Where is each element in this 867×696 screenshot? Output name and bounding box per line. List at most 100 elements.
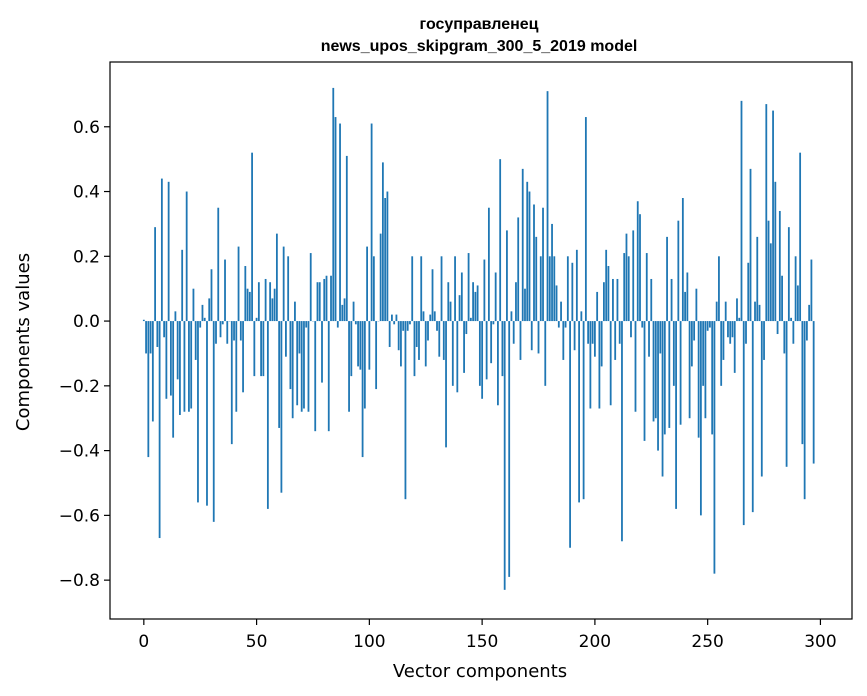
bar [386, 191, 389, 322]
bar [185, 191, 188, 322]
bar [154, 227, 156, 322]
bar [275, 233, 278, 322]
bar [291, 321, 294, 419]
bar [149, 321, 152, 354]
bar [519, 321, 522, 360]
bar [584, 117, 587, 322]
bar [361, 321, 364, 458]
bar [176, 321, 179, 380]
bar [375, 321, 378, 390]
bar [179, 321, 181, 415]
bar [693, 321, 696, 341]
bar [614, 321, 617, 360]
bar [172, 321, 175, 438]
bar [483, 259, 486, 322]
bar [237, 246, 240, 322]
bar [645, 253, 648, 322]
bar [555, 285, 558, 322]
bar [650, 278, 653, 322]
bar [208, 298, 211, 322]
bar [334, 117, 337, 322]
bar [332, 87, 335, 322]
bar [160, 178, 163, 322]
bar [244, 266, 247, 322]
bar [618, 321, 621, 344]
bar [451, 321, 454, 386]
bar [424, 321, 427, 367]
bar [557, 321, 560, 328]
bar [731, 321, 734, 338]
bar [442, 321, 445, 360]
chart-title-line2: news_upos_skipgram_300_5_2019 model [321, 38, 638, 55]
bar [530, 321, 533, 351]
bar [269, 282, 272, 322]
bar [429, 314, 432, 322]
bar [454, 256, 456, 322]
bar [711, 321, 714, 435]
bar [562, 321, 565, 360]
bar [418, 321, 420, 360]
y-axis: −0.8 −0.6 −0.4 −0.2 0.0 0.2 0.4 0.6 [59, 118, 110, 591]
bar [695, 288, 698, 322]
bar [158, 321, 161, 539]
bar [589, 321, 592, 409]
x-axis: 0 50 100 150 200 250 300 [138, 619, 837, 652]
bar [436, 321, 438, 331]
bar [433, 311, 436, 322]
bar [219, 321, 222, 338]
x-tick-label: 300 [804, 632, 836, 652]
bar [402, 321, 405, 331]
bar [287, 256, 290, 322]
bar [142, 319, 145, 322]
bar [790, 317, 792, 322]
bar [508, 321, 511, 577]
bar [221, 321, 224, 325]
bar [544, 321, 547, 386]
bar [192, 288, 195, 322]
bar [330, 275, 332, 322]
bar [188, 321, 190, 412]
bar [233, 321, 235, 341]
bar [467, 253, 470, 322]
bar [548, 256, 551, 322]
bar [616, 278, 619, 322]
bar [257, 282, 260, 322]
bar [463, 321, 465, 373]
bar [718, 256, 720, 322]
bar [167, 181, 170, 322]
bar [413, 321, 416, 377]
bar [165, 321, 168, 399]
bar [359, 321, 362, 370]
bar [605, 249, 608, 322]
bar [796, 285, 799, 322]
bar [709, 321, 711, 328]
bar [560, 301, 562, 322]
bar [740, 100, 743, 322]
bar [652, 321, 655, 422]
bar [354, 321, 357, 325]
bar [715, 301, 718, 322]
bar [569, 321, 571, 548]
bar [339, 123, 341, 322]
bar [460, 272, 463, 322]
bar [476, 285, 479, 322]
bar [787, 227, 790, 322]
bar [490, 321, 493, 364]
bar [517, 217, 520, 322]
bar [551, 223, 553, 322]
bar [456, 321, 459, 393]
bar [677, 220, 680, 322]
bar [765, 104, 768, 322]
bar [801, 321, 804, 445]
bar [627, 256, 630, 322]
bar [720, 321, 723, 386]
bar [758, 304, 761, 322]
bar [289, 321, 292, 390]
bar [246, 288, 249, 322]
bar [296, 321, 299, 406]
bar [242, 321, 244, 393]
bar [603, 282, 605, 322]
bar [706, 321, 709, 331]
bar [449, 301, 452, 322]
bar [206, 321, 208, 506]
